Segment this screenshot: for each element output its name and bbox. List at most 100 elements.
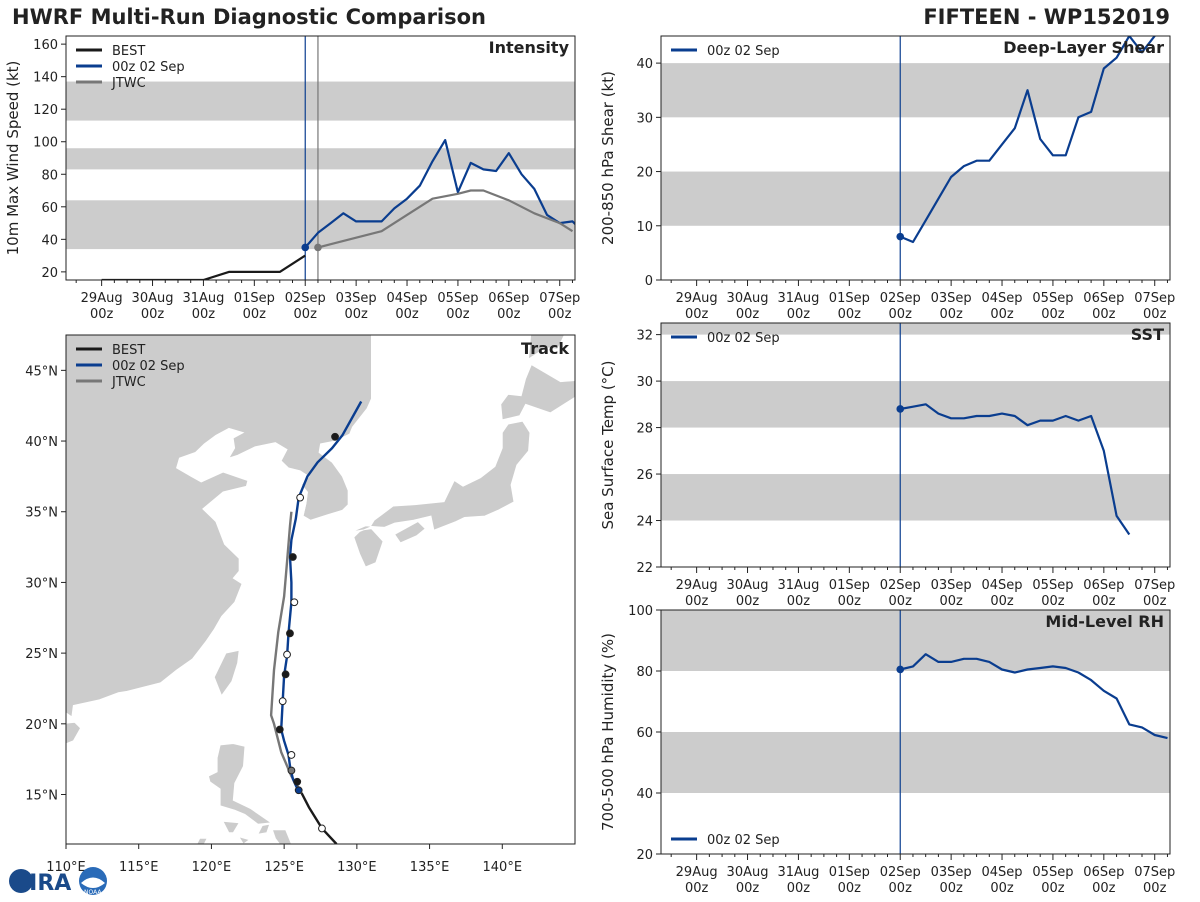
- lat-tick-label: 15°N: [25, 789, 58, 804]
- legend-label: JTWC: [111, 76, 146, 91]
- x-tick-label-day: 01Sep: [829, 291, 870, 306]
- x-tick-label-hour: 00z: [243, 307, 267, 322]
- panel-intensity: 2040608010012014016029Aug00z30Aug00z31Au…: [4, 35, 580, 322]
- y-tick-label: 20: [636, 166, 653, 181]
- x-tick-label-hour: 00z: [395, 307, 419, 322]
- legend-label: BEST: [112, 44, 145, 59]
- x-tick-label-day: 30Aug: [727, 291, 769, 306]
- figure-title: HWRF Multi-Run Diagnostic Comparison: [12, 5, 487, 29]
- y-tick-label: 10: [636, 220, 653, 235]
- series-group: [896, 36, 1156, 244]
- panel-title: Deep-Layer Shear: [1003, 38, 1164, 57]
- x-tick-label-hour: 00z: [838, 307, 862, 322]
- x-tick-label-day: 31Aug: [182, 291, 224, 306]
- x-tick-label-hour: 00z: [344, 307, 368, 322]
- x-tick-label-hour: 00z: [1092, 307, 1116, 322]
- storm-id: FIFTEEN - WP152019: [923, 5, 1170, 29]
- lat-tick-label: 35°N: [25, 506, 58, 521]
- y-tick-label: 32: [636, 329, 653, 344]
- x-tick-label-hour: 00z: [787, 881, 811, 896]
- panay-tip: [238, 836, 251, 844]
- x-tick-label-day: 03Sep: [931, 578, 972, 593]
- series-line-00z-02-sep: [899, 36, 1156, 244]
- x-tick-label-day: 05Sep: [437, 291, 478, 306]
- x-tick-label-day: 04Sep: [982, 291, 1023, 306]
- series-group: [101, 139, 575, 280]
- x-tick-label-hour: 00z: [889, 307, 913, 322]
- x-tick-label-hour: 00z: [1092, 881, 1116, 896]
- x-tick-label-hour: 00z: [889, 594, 913, 609]
- legend-label: 00z 02 Sep: [707, 331, 780, 346]
- y-tick-label: 60: [41, 201, 58, 216]
- track-position-marker: [281, 670, 290, 679]
- x-tick-label-day: 30Aug: [132, 291, 174, 306]
- track-position-marker: [288, 553, 297, 561]
- y-axis-label: 700-500 hPa Humidity (%): [599, 633, 617, 831]
- legend-label: 00z 02 Sep: [112, 60, 185, 75]
- map-group: [66, 335, 575, 844]
- x-tick-label-hour: 00z: [141, 307, 165, 322]
- x-tick-label-hour: 00z: [787, 307, 811, 322]
- x-tick-label-day: 04Sep: [982, 578, 1023, 593]
- track-open-marker: [283, 650, 291, 659]
- x-tick-label-hour: 00z: [939, 594, 963, 609]
- sakhalin-island: [528, 335, 565, 360]
- x-tick-label-day: 05Sep: [1032, 578, 1073, 593]
- logo-globe-icon: [9, 869, 33, 893]
- x-tick-label-hour: 00z: [192, 307, 216, 322]
- x-tick-label-day: 02Sep: [880, 865, 921, 880]
- lon-tick-label: 115°E: [119, 860, 159, 875]
- x-tick-label-day: 04Sep: [982, 865, 1023, 880]
- taiwan-island: [213, 649, 240, 697]
- series-start-marker: [896, 405, 905, 413]
- panel-shear: 01020304029Aug00z30Aug00z31Aug00z01Sep00…: [599, 35, 1175, 322]
- x-tick-label-hour: 00z: [939, 881, 963, 896]
- series-line-best: [101, 254, 306, 280]
- lon-tick-label: 120°E: [192, 860, 232, 875]
- x-tick-label-hour: 00z: [990, 594, 1014, 609]
- x-tick-label-day: 30Aug: [727, 865, 769, 880]
- x-tick-label-hour: 00z: [939, 307, 963, 322]
- shade-band: [661, 610, 1170, 671]
- series-group: [896, 403, 1131, 536]
- panel-title: Intensity: [489, 38, 570, 57]
- y-tick-label: 120: [33, 103, 58, 118]
- coast-detail: [302, 491, 311, 521]
- x-tick-label-hour: 00z: [497, 307, 521, 322]
- track-open-marker: [290, 598, 299, 607]
- shade-band: [661, 381, 1170, 428]
- map-frame: [65, 334, 576, 845]
- y-tick-label: 20: [636, 848, 653, 863]
- x-tick-label-hour: 00z: [736, 307, 760, 322]
- mainland-asia: [66, 335, 372, 718]
- x-tick-label-hour: 00z: [548, 307, 572, 322]
- x-tick-label-hour: 00z: [294, 307, 318, 322]
- x-tick-label-hour: 00z: [685, 881, 709, 896]
- legend-label: 00z 02 Sep: [707, 44, 780, 59]
- x-tick-label-day: 06Sep: [1083, 578, 1124, 593]
- lat-tick-label: 20°N: [25, 718, 58, 733]
- shade-band: [661, 171, 1170, 226]
- logo-subtext: NOAA: [84, 889, 102, 896]
- x-tick-label-day: 07Sep: [1134, 865, 1175, 880]
- y-tick-label: 0: [645, 274, 653, 289]
- y-axis-label: 200-850 hPa Shear (kt): [599, 71, 617, 245]
- panel-track: 110°E 115°E 120°E 125°E 130°E 135°E 140°E 15°N 2…: [25, 334, 576, 875]
- masbate-island: [257, 823, 271, 835]
- japan-hokkaido: [500, 364, 575, 421]
- y-tick-label: 30: [636, 111, 653, 126]
- x-tick-label-day: 31Aug: [777, 865, 819, 880]
- y-tick-label: 24: [636, 515, 653, 530]
- shade-band: [661, 323, 1170, 335]
- shade-band: [661, 732, 1170, 793]
- x-tick-label-hour: 00z: [1041, 307, 1065, 322]
- x-tick-label-hour: 00z: [446, 307, 470, 322]
- y-tick-label: 80: [41, 168, 58, 183]
- x-tick-label-day: 30Aug: [727, 578, 769, 593]
- y-tick-label: 26: [636, 468, 653, 483]
- y-tick-label: 100: [33, 136, 58, 151]
- track-position-marker: [275, 725, 284, 734]
- x-tick-label-day: 06Sep: [1083, 291, 1124, 306]
- series-line-00z-02-sep: [304, 139, 575, 249]
